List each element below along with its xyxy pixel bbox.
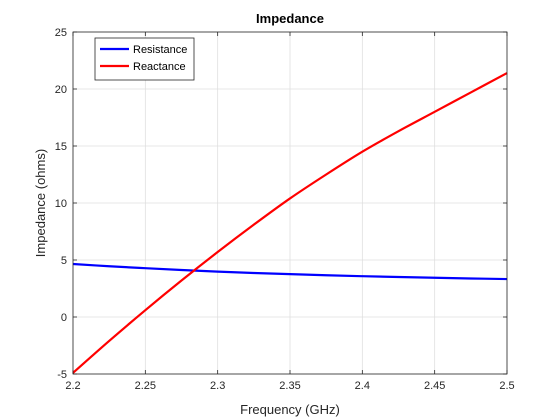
y-tick-label: -5 xyxy=(57,369,67,381)
chart-title: Impedance xyxy=(256,11,324,26)
x-tick-label: 2.2 xyxy=(65,380,80,392)
legend-box xyxy=(94,37,195,81)
y-axis-label: Impedance (ohms) xyxy=(33,149,48,257)
series-layer xyxy=(72,72,508,374)
legend-label-reactance: Reactance xyxy=(133,61,186,73)
y-tick-label: 10 xyxy=(55,198,67,210)
y-tick-label: 15 xyxy=(55,141,67,153)
series-line-reactance xyxy=(72,72,508,374)
x-tick-label: 2.45 xyxy=(424,380,445,392)
x-tick-label: 2.5 xyxy=(499,380,514,392)
axis-ticks: 2.2 2.25 2.3 2.35 2.4 2.45 2.5 -5 0 5 10 15 20 25 xyxy=(55,27,515,392)
x-tick-label: 2.35 xyxy=(279,380,300,392)
legend: Resistance Reactance xyxy=(94,37,195,81)
y-tick-label: 20 xyxy=(55,84,67,96)
legend-label-resistance: Resistance xyxy=(133,44,187,56)
x-tick-label: 2.25 xyxy=(135,380,156,392)
x-tick-label: 2.4 xyxy=(355,380,370,392)
y-tick-label: 25 xyxy=(55,27,67,39)
series-line-resistance xyxy=(72,262,508,281)
x-tick-label: 2.3 xyxy=(210,380,225,392)
x-axis-label: Frequency (GHz) xyxy=(240,402,340,417)
y-tick-label: 0 xyxy=(61,312,67,324)
y-tick-label: 5 xyxy=(61,255,67,267)
